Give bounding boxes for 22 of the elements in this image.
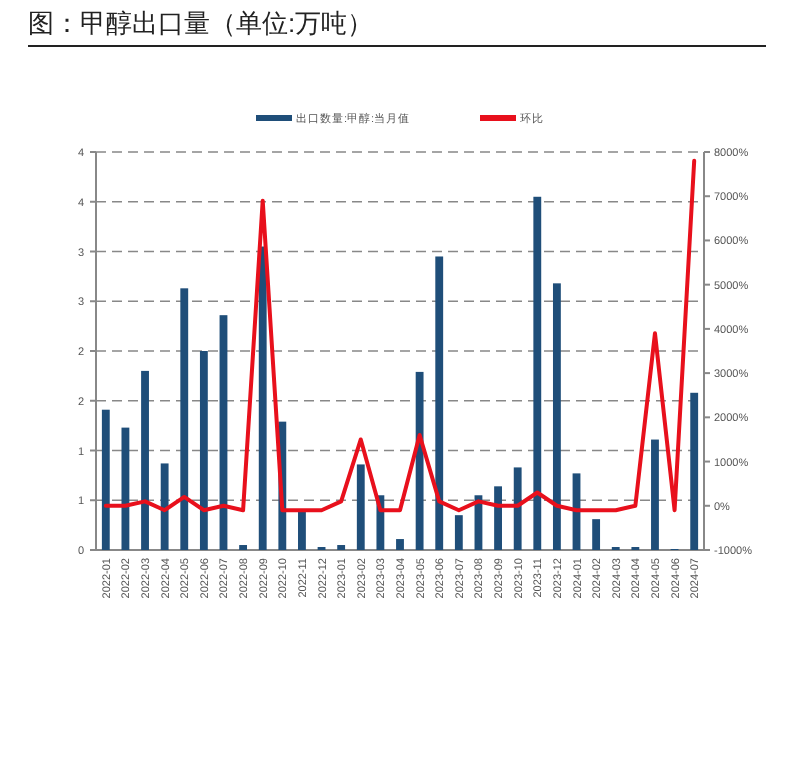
chart-title: 图：甲醇出口量（单位:万吨）	[28, 8, 374, 38]
bar	[101, 409, 110, 550]
bar	[121, 427, 130, 550]
bar	[199, 351, 208, 550]
bar	[552, 283, 561, 550]
bar	[160, 463, 169, 550]
bar	[435, 256, 444, 550]
bar	[533, 196, 542, 550]
bar	[415, 371, 424, 550]
bar	[180, 288, 189, 550]
bar	[258, 246, 267, 550]
bar	[356, 464, 365, 550]
bar	[651, 439, 659, 550]
bar	[141, 370, 149, 550]
bar	[298, 510, 306, 550]
bar	[396, 539, 404, 550]
bar	[513, 467, 522, 550]
bar	[592, 519, 601, 550]
line-series	[103, 158, 697, 513]
bar	[494, 486, 502, 550]
bar	[690, 392, 699, 550]
bar	[454, 515, 463, 550]
